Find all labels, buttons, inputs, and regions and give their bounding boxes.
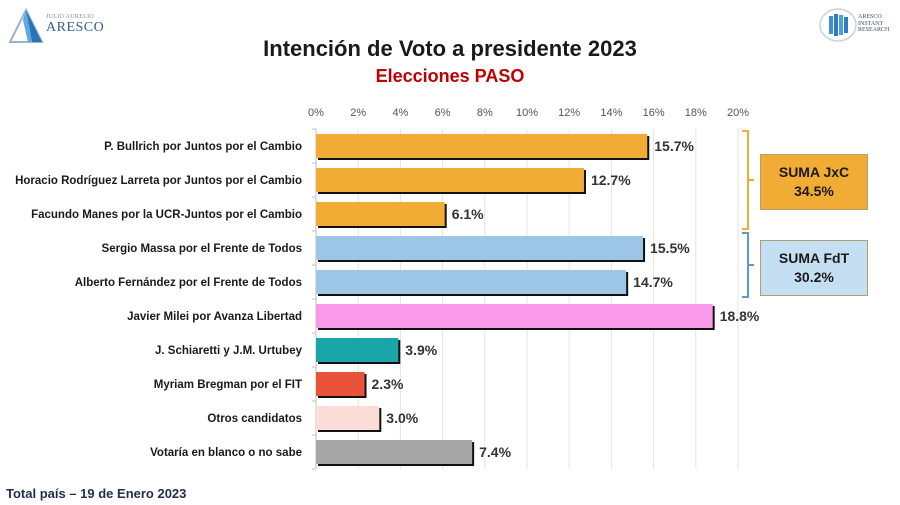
x-tick-label: 14%	[600, 107, 622, 119]
bar	[316, 134, 648, 158]
category-label: Votaría en blanco o no sabe	[150, 447, 302, 459]
summary-box-jxc: SUMA JxC 34.5%	[760, 154, 868, 210]
category-label: J. Schiaretti y J.M. Urtubey	[155, 345, 303, 357]
summary-label: SUMA JxC	[778, 164, 850, 180]
aresco-logo: JULIO AURELIO ARESCO	[8, 8, 118, 44]
aresco-instant-research-logo: ARESCO INSTANT RESEARCH	[818, 6, 898, 44]
bar	[316, 338, 399, 362]
logo-right-text: ARESCO INSTANT RESEARCH	[858, 14, 890, 33]
group-bracket	[742, 130, 754, 230]
x-tick-label: 10%	[516, 107, 538, 119]
bar	[316, 270, 627, 294]
bar	[316, 440, 473, 464]
bar	[316, 372, 365, 396]
bar	[316, 202, 445, 226]
aresco-triangle-logo-icon	[8, 8, 44, 43]
x-tick-label: 20%	[727, 107, 749, 119]
bar	[316, 236, 644, 260]
category-label: Alberto Fernández por el Frente de Todos	[75, 277, 302, 289]
data-label: 3.0%	[386, 410, 418, 426]
data-label: 15.7%	[654, 138, 694, 154]
category-label: Myriam Bregman por el FIT	[154, 379, 302, 391]
category-label: Otros candidatos	[207, 413, 302, 425]
data-label: 6.1%	[452, 206, 484, 222]
bar	[316, 168, 584, 192]
x-tick-label: 0%	[308, 107, 324, 119]
x-tick-label: 8%	[477, 107, 493, 119]
data-label: 18.8%	[720, 308, 760, 324]
chart-title: Intención de Voto a presidente 2023	[263, 36, 637, 61]
category-label: Facundo Manes por la UCR-Juntos por el C…	[31, 209, 302, 221]
category-label: Sergio Massa por el Frente de Todos	[102, 243, 302, 255]
x-tick-label: 18%	[685, 107, 707, 119]
people-group-icon	[819, 8, 857, 42]
data-label: 2.3%	[372, 376, 404, 392]
summary-box-fdt: SUMA FdT 30.2%	[760, 240, 868, 296]
summary-label: SUMA FdT	[778, 250, 850, 266]
logo-big-text: ARESCO	[46, 20, 105, 35]
data-label: 3.9%	[405, 342, 437, 358]
category-label: P. Bullrich por Juntos por el Cambio	[104, 141, 302, 153]
bar	[316, 304, 713, 328]
x-tick-label: 4%	[392, 107, 408, 119]
summary-value: 30.2%	[794, 269, 834, 285]
category-label: Javier Milei por Avanza Libertad	[127, 311, 302, 323]
group-bracket	[742, 232, 754, 298]
data-label: 12.7%	[591, 172, 631, 188]
footer-note: Total país – 19 de Enero 2023	[6, 486, 187, 501]
bar	[316, 406, 380, 430]
data-label: 14.7%	[633, 274, 673, 290]
data-label: 15.5%	[650, 240, 690, 256]
x-tick-label: 12%	[558, 107, 580, 119]
chart-subtitle: Elecciones PASO	[375, 66, 525, 86]
x-tick-label: 16%	[643, 107, 665, 119]
x-tick-label: 6%	[435, 107, 451, 119]
summary-value: 34.5%	[794, 183, 834, 199]
data-label: 7.4%	[479, 444, 511, 460]
x-tick-label: 2%	[350, 107, 366, 119]
logo-small-text: JULIO AURELIO	[46, 14, 95, 20]
category-label: Horacio Rodríguez Larreta por Juntos por…	[15, 175, 302, 187]
